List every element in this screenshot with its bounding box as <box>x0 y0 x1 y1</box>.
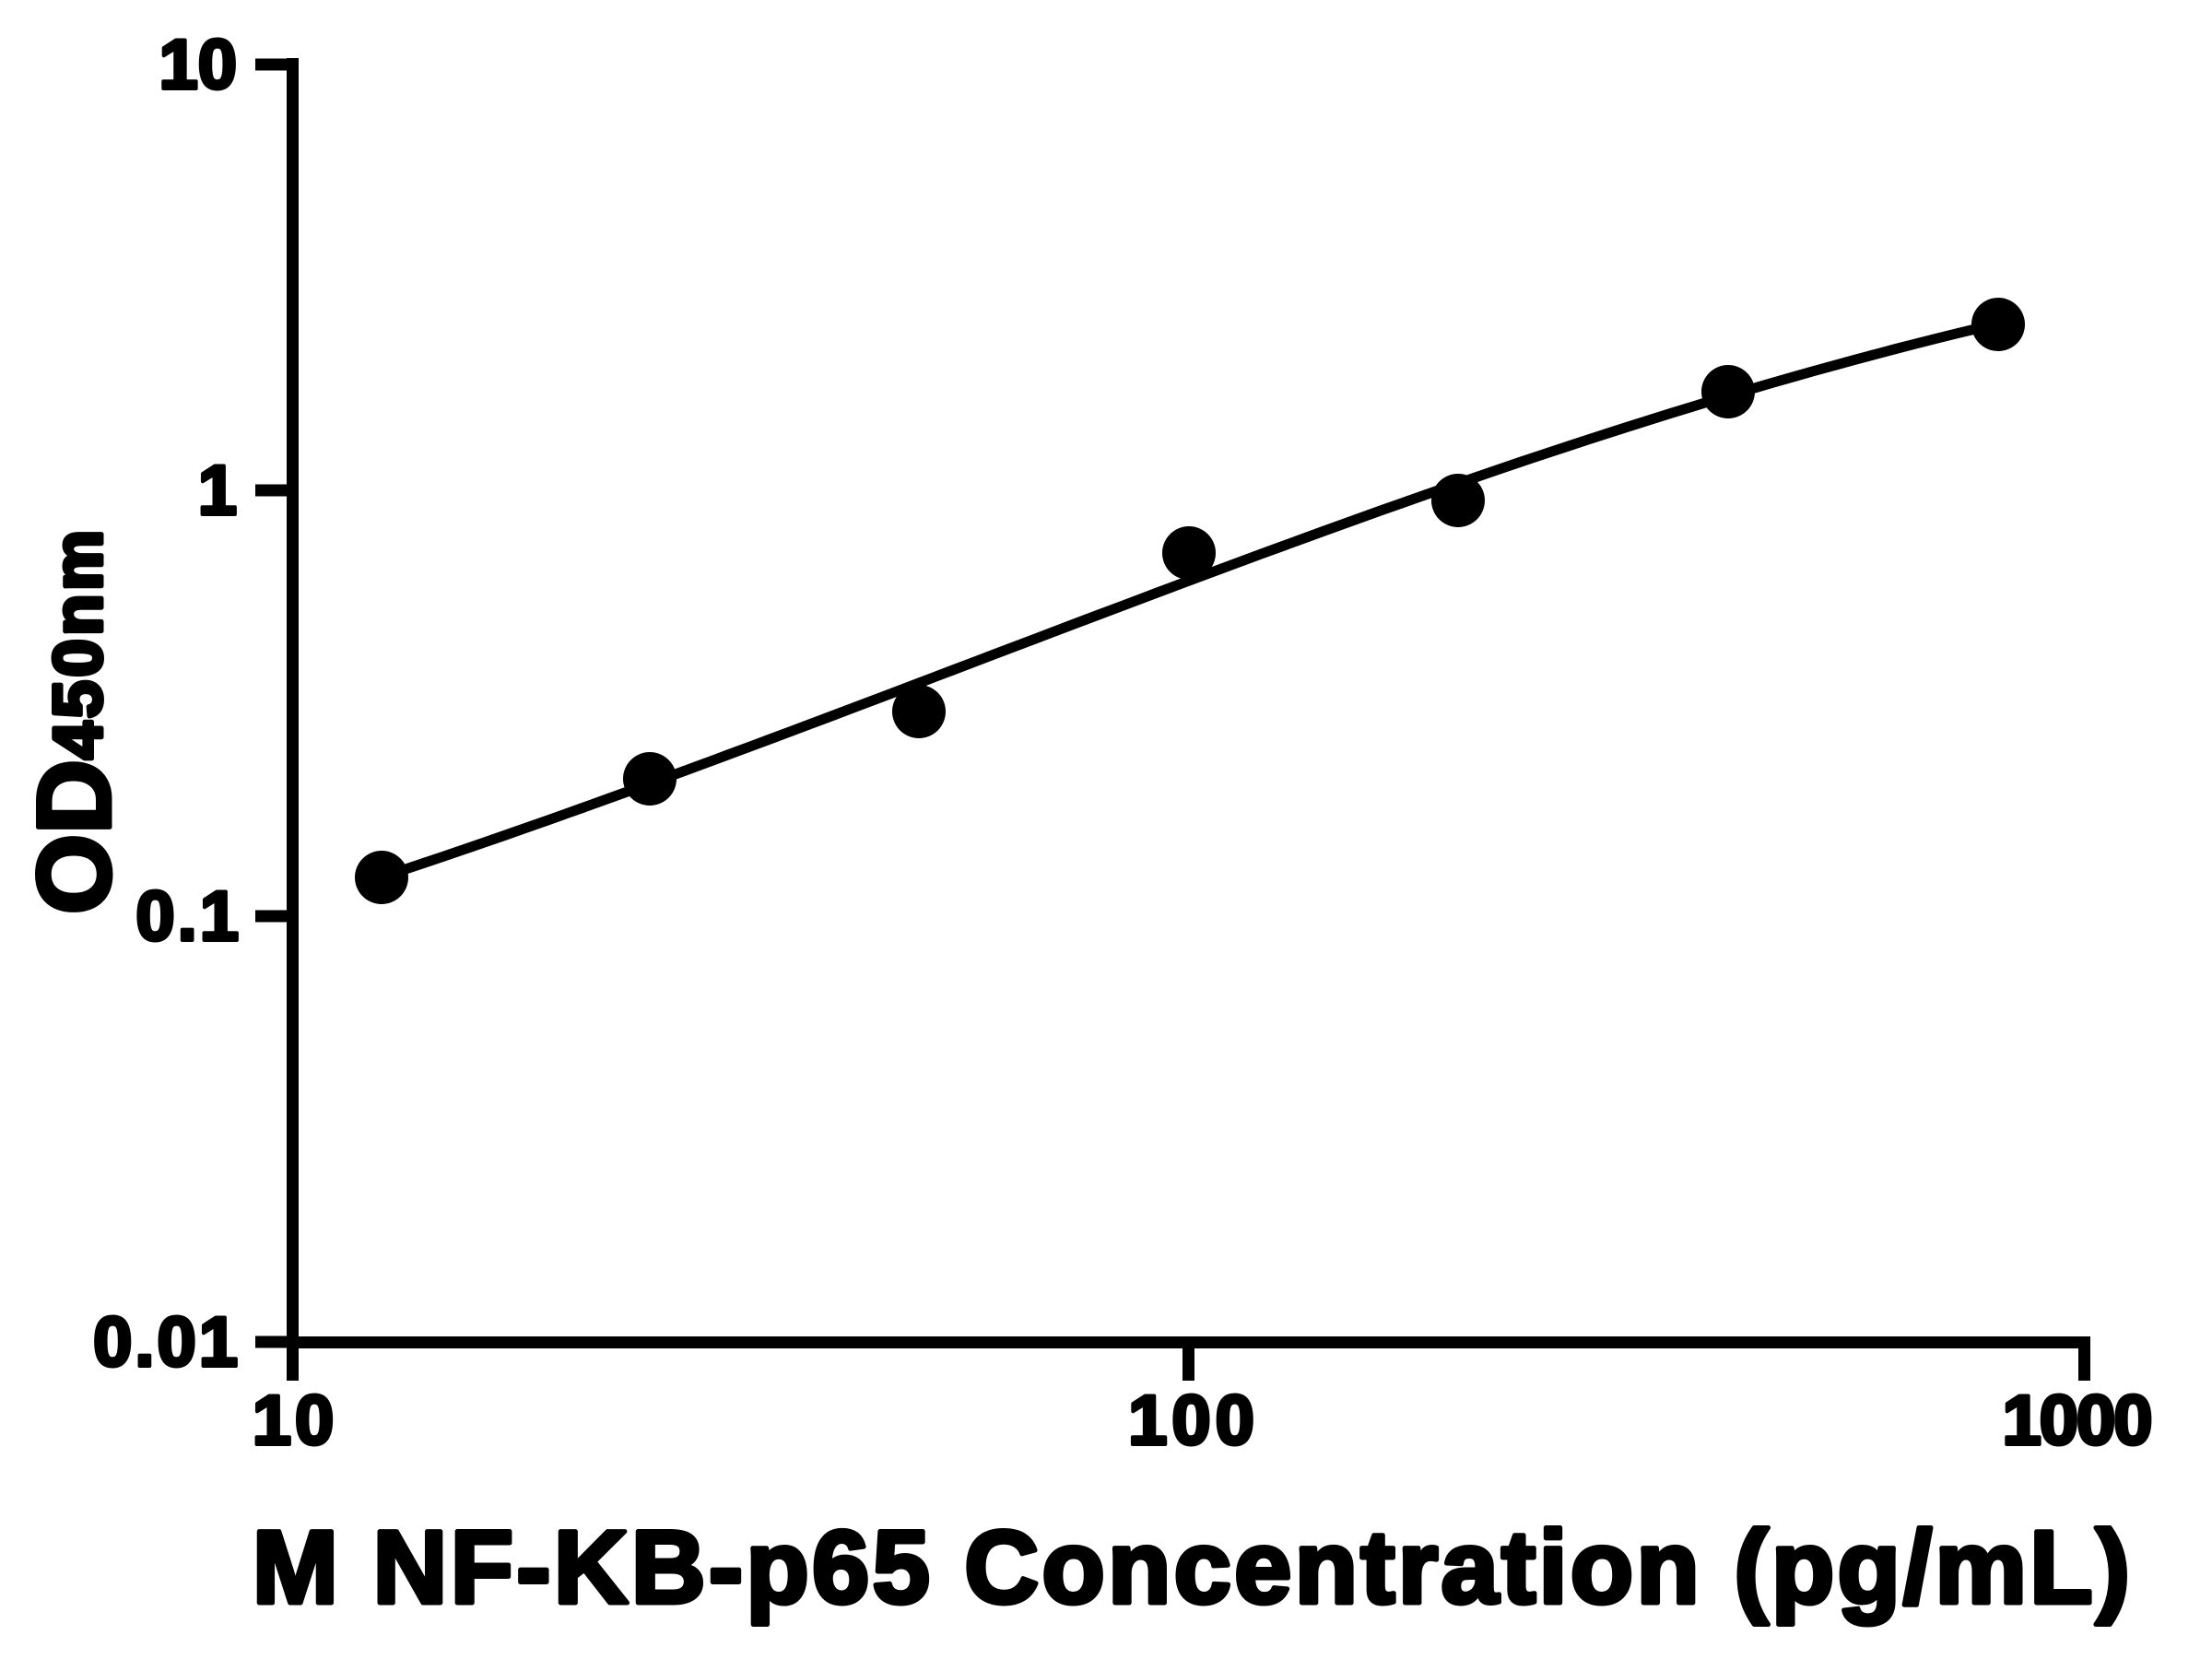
svg-text:M NF-KB-p65 Concentration (pg/: M NF-KB-p65 Concentration (pg/mL) <box>253 1510 2134 1625</box>
svg-text:100: 100 <box>1128 1382 1259 1460</box>
svg-text:10: 10 <box>253 1382 338 1460</box>
svg-text:0.01: 0.01 <box>93 1303 241 1382</box>
svg-text:10: 10 <box>159 26 237 104</box>
svg-text:0.1: 0.1 <box>135 877 241 956</box>
svg-text:1000: 1000 <box>2002 1382 2150 1460</box>
svg-text:1: 1 <box>198 452 237 530</box>
